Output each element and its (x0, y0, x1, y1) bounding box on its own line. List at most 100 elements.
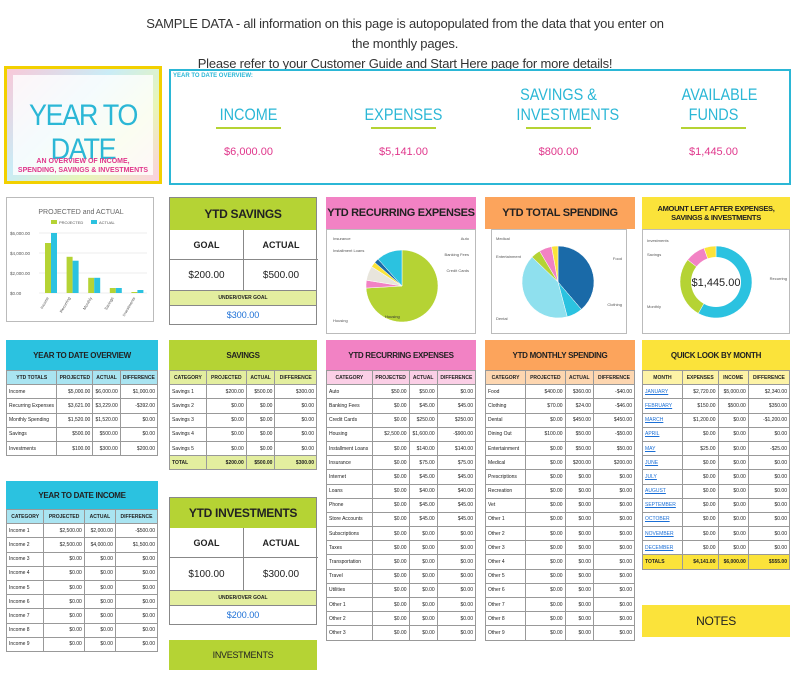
table-row: Utilities $0.00 $0.00 $0.00 (326, 582, 476, 599)
cell: $0.00 (436, 554, 476, 570)
table-row: Other 1 $0.00 $0.00 $0.00 (485, 511, 635, 528)
cell[interactable]: AUGUST (642, 483, 683, 499)
cell: $0.00 (371, 554, 410, 570)
cell: Savings 3 (169, 412, 207, 428)
cell: $0.00 (717, 412, 749, 428)
cell: $50.00 (408, 384, 438, 400)
cell: TOTAL (169, 455, 207, 471)
cell: $0.00 (681, 483, 719, 499)
y-tick-label: $2,000.00 (10, 271, 31, 276)
cell: $360.00 (564, 384, 594, 400)
cell[interactable]: SEPTEMBER (642, 497, 683, 513)
cell[interactable]: JUNE (642, 455, 683, 471)
legend-projected: PROJECTED (59, 220, 83, 225)
col-header: ACTUAL (245, 369, 276, 386)
cell: $0.00 (681, 455, 719, 471)
cell: Monthly Spending (6, 412, 58, 428)
table-row: Installment Loans $0.00 $140.00 $140.00 (326, 440, 476, 457)
cell: $0.00 (564, 469, 594, 485)
cell: $0.00 (525, 540, 566, 556)
cell: $300.00 (274, 455, 317, 471)
cell: $200.00 (564, 455, 594, 471)
table-row: Savings 5 $0.00 $0.00 $0.00 (169, 440, 317, 457)
amount-left-panel: AMOUNT LEFT AFTER EXPENSES, SAVINGS & IN… (642, 197, 790, 334)
cell[interactable]: APRIL (642, 426, 683, 442)
cell: $45.00 (408, 497, 438, 513)
cell[interactable]: MARCH (642, 412, 683, 428)
cell: Store Accounts (326, 511, 373, 528)
col-header: EXPENSES (681, 369, 719, 386)
col-header: PROJECTED (56, 369, 94, 386)
cell: $50.00 (371, 384, 410, 400)
cell: $45.00 (408, 398, 438, 414)
table-row: DECEMBER $0.00 $0.00 $0.00 (642, 540, 790, 556)
cell: Income 7 (6, 608, 45, 624)
cell: $0.00 (747, 540, 790, 556)
col-header: PROJECTED (371, 369, 410, 386)
cell[interactable]: JULY (642, 469, 683, 485)
cell: -$40.00 (592, 384, 635, 400)
cell: $50.00 (592, 440, 635, 457)
cell[interactable]: FEBRUARY (642, 398, 683, 414)
table-row: Insurance $0.00 $75.00 $75.00 (326, 455, 476, 471)
slice-label: Installment Loans (333, 248, 364, 253)
cell: $70.00 (525, 398, 566, 414)
cell: $0.00 (245, 412, 276, 428)
cell: $0.00 (525, 596, 566, 613)
cell[interactable]: DECEMBER (642, 540, 683, 556)
cell: $450.00 (592, 412, 635, 428)
cell: Other 4 (485, 554, 527, 570)
actual-label: ACTUAL (244, 528, 318, 558)
notes-header: NOTES (642, 605, 790, 637)
cell: $2,720.00 (681, 384, 719, 400)
cell: $500.00 (245, 384, 276, 400)
cell: $500.00 (92, 426, 121, 442)
ytd-overview-title: YEAR TO DATE OVERVIEW (6, 340, 158, 370)
cell[interactable]: OCTOBER (642, 511, 683, 528)
goal-value: $200.00 (170, 260, 244, 290)
col-header: CATEGORY (326, 369, 373, 386)
cell: Medical (485, 455, 527, 471)
table-row: Other 8 $0.00 $0.00 $0.00 (485, 611, 635, 627)
cell: $0.00 (205, 426, 247, 442)
cell: $0.00 (408, 526, 438, 542)
cell: $0.00 (436, 625, 476, 641)
slice-label: Food (613, 256, 622, 261)
cell: $0.00 (592, 497, 635, 513)
cell: $1,600.00 (408, 426, 438, 442)
recurring-table: YTD RECURRING EXPENSES CATEGORY PROJECTED… (326, 340, 476, 670)
cell[interactable]: JANUARY (642, 384, 683, 400)
cell: Other 2 (485, 526, 527, 542)
cell: $0.00 (83, 594, 116, 610)
cell: $0.00 (119, 426, 158, 442)
col-header: PROJECTED (205, 369, 247, 386)
cell: $0.00 (564, 497, 594, 513)
cell: $40.00 (408, 483, 438, 499)
cell[interactable]: NOVEMBER (642, 526, 683, 542)
cell: $555.00 (747, 554, 790, 570)
cell: $45.00 (436, 469, 476, 485)
actual-value: $300.00 (262, 568, 300, 580)
slice-label: Credit Cards (447, 268, 469, 273)
kpi-savings-investments: SAVINGS & INVESTMENTS $800.00 (481, 71, 636, 183)
cell: $0.00 (119, 412, 158, 428)
x-tick-label: Investments (121, 296, 136, 317)
col-header: CATEGORY (6, 508, 45, 525)
table-row: SEPTEMBER $0.00 $0.00 $0.00 (642, 497, 790, 513)
under-over-value: $300.00 (226, 310, 260, 320)
table-row: Subscriptions $0.00 $0.00 $0.00 (326, 526, 476, 542)
cell: $0.00 (371, 596, 410, 613)
cell: $0.00 (408, 568, 438, 584)
cell: $0.00 (747, 469, 790, 485)
cell: $40.00 (436, 483, 476, 499)
cell: -$25.00 (747, 440, 790, 457)
cell: $0.00 (371, 412, 410, 428)
under-over-label: UNDER/OVER GOAL (170, 290, 316, 306)
cell[interactable]: MAY (642, 440, 683, 457)
cell: $50.00 (564, 426, 594, 442)
table-row: Prescriptions $0.00 $0.00 $0.00 (485, 469, 635, 485)
cell: $0.00 (592, 554, 635, 570)
table-row: AUGUST $0.00 $0.00 $0.00 (642, 483, 790, 499)
cell: $0.00 (564, 540, 594, 556)
goal-label: GOAL (170, 528, 244, 558)
